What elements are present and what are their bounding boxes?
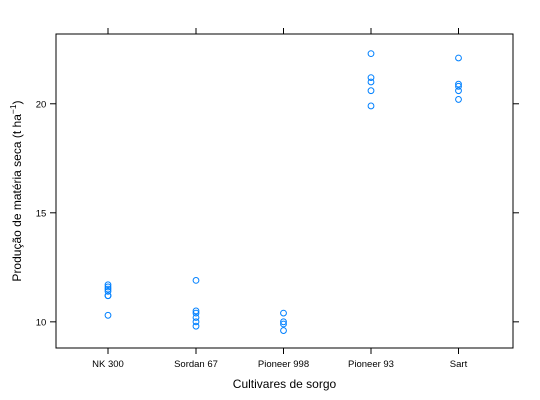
y-axis-title-close: ): [10, 100, 24, 104]
data-point: [104, 285, 112, 293]
data-point: [192, 309, 200, 317]
y-axis-title: Produção de matéria seca (t ha−1): [8, 100, 24, 281]
data-point: [367, 78, 375, 86]
data-point: [455, 82, 462, 90]
y-tick-label: 15: [36, 208, 47, 219]
points-layer: [104, 50, 462, 334]
x-tick-label: Pioneer 998: [258, 359, 309, 370]
x-tick-label: Pioneer 93: [348, 359, 394, 370]
y-tick-label: 10: [36, 317, 47, 328]
data-point: [455, 96, 462, 103]
data-point: [367, 87, 375, 95]
plot-frame: [55, 33, 514, 349]
data-point: [192, 322, 200, 330]
data-point: [104, 292, 112, 300]
x-tick-label: Sart: [450, 359, 468, 370]
data-point: [192, 277, 200, 284]
data-point: [192, 318, 200, 326]
data-point: [367, 102, 375, 110]
data-point: [280, 327, 287, 334]
data-point: [280, 309, 287, 317]
data-point: [280, 318, 287, 326]
y-axis-title-main: Produção de matéria seca (t ha: [10, 114, 24, 282]
data-point: [455, 87, 462, 95]
data-point: [280, 320, 287, 328]
ticks-layer: NK 300 Sordan 67 Pioneer 998 Pioneer 93 Sart…: [36, 28, 519, 370]
data-point: [192, 307, 200, 315]
x-axis-title: Cultivares de sorgo: [233, 377, 337, 391]
data-point: [367, 50, 375, 58]
x-tick-label: NK 300: [92, 359, 124, 370]
x-tick-label: Sordan 67: [174, 359, 218, 370]
y-axis-title-superscript: −1: [8, 104, 18, 114]
data-point: [104, 287, 112, 295]
data-point: [455, 80, 462, 88]
data-point: [367, 74, 375, 82]
data-point: [104, 311, 112, 319]
data-point: [455, 54, 462, 62]
data-point: [104, 281, 112, 289]
y-tick-label: 20: [36, 99, 47, 110]
data-point: [104, 283, 112, 291]
data-point: [192, 314, 200, 321]
